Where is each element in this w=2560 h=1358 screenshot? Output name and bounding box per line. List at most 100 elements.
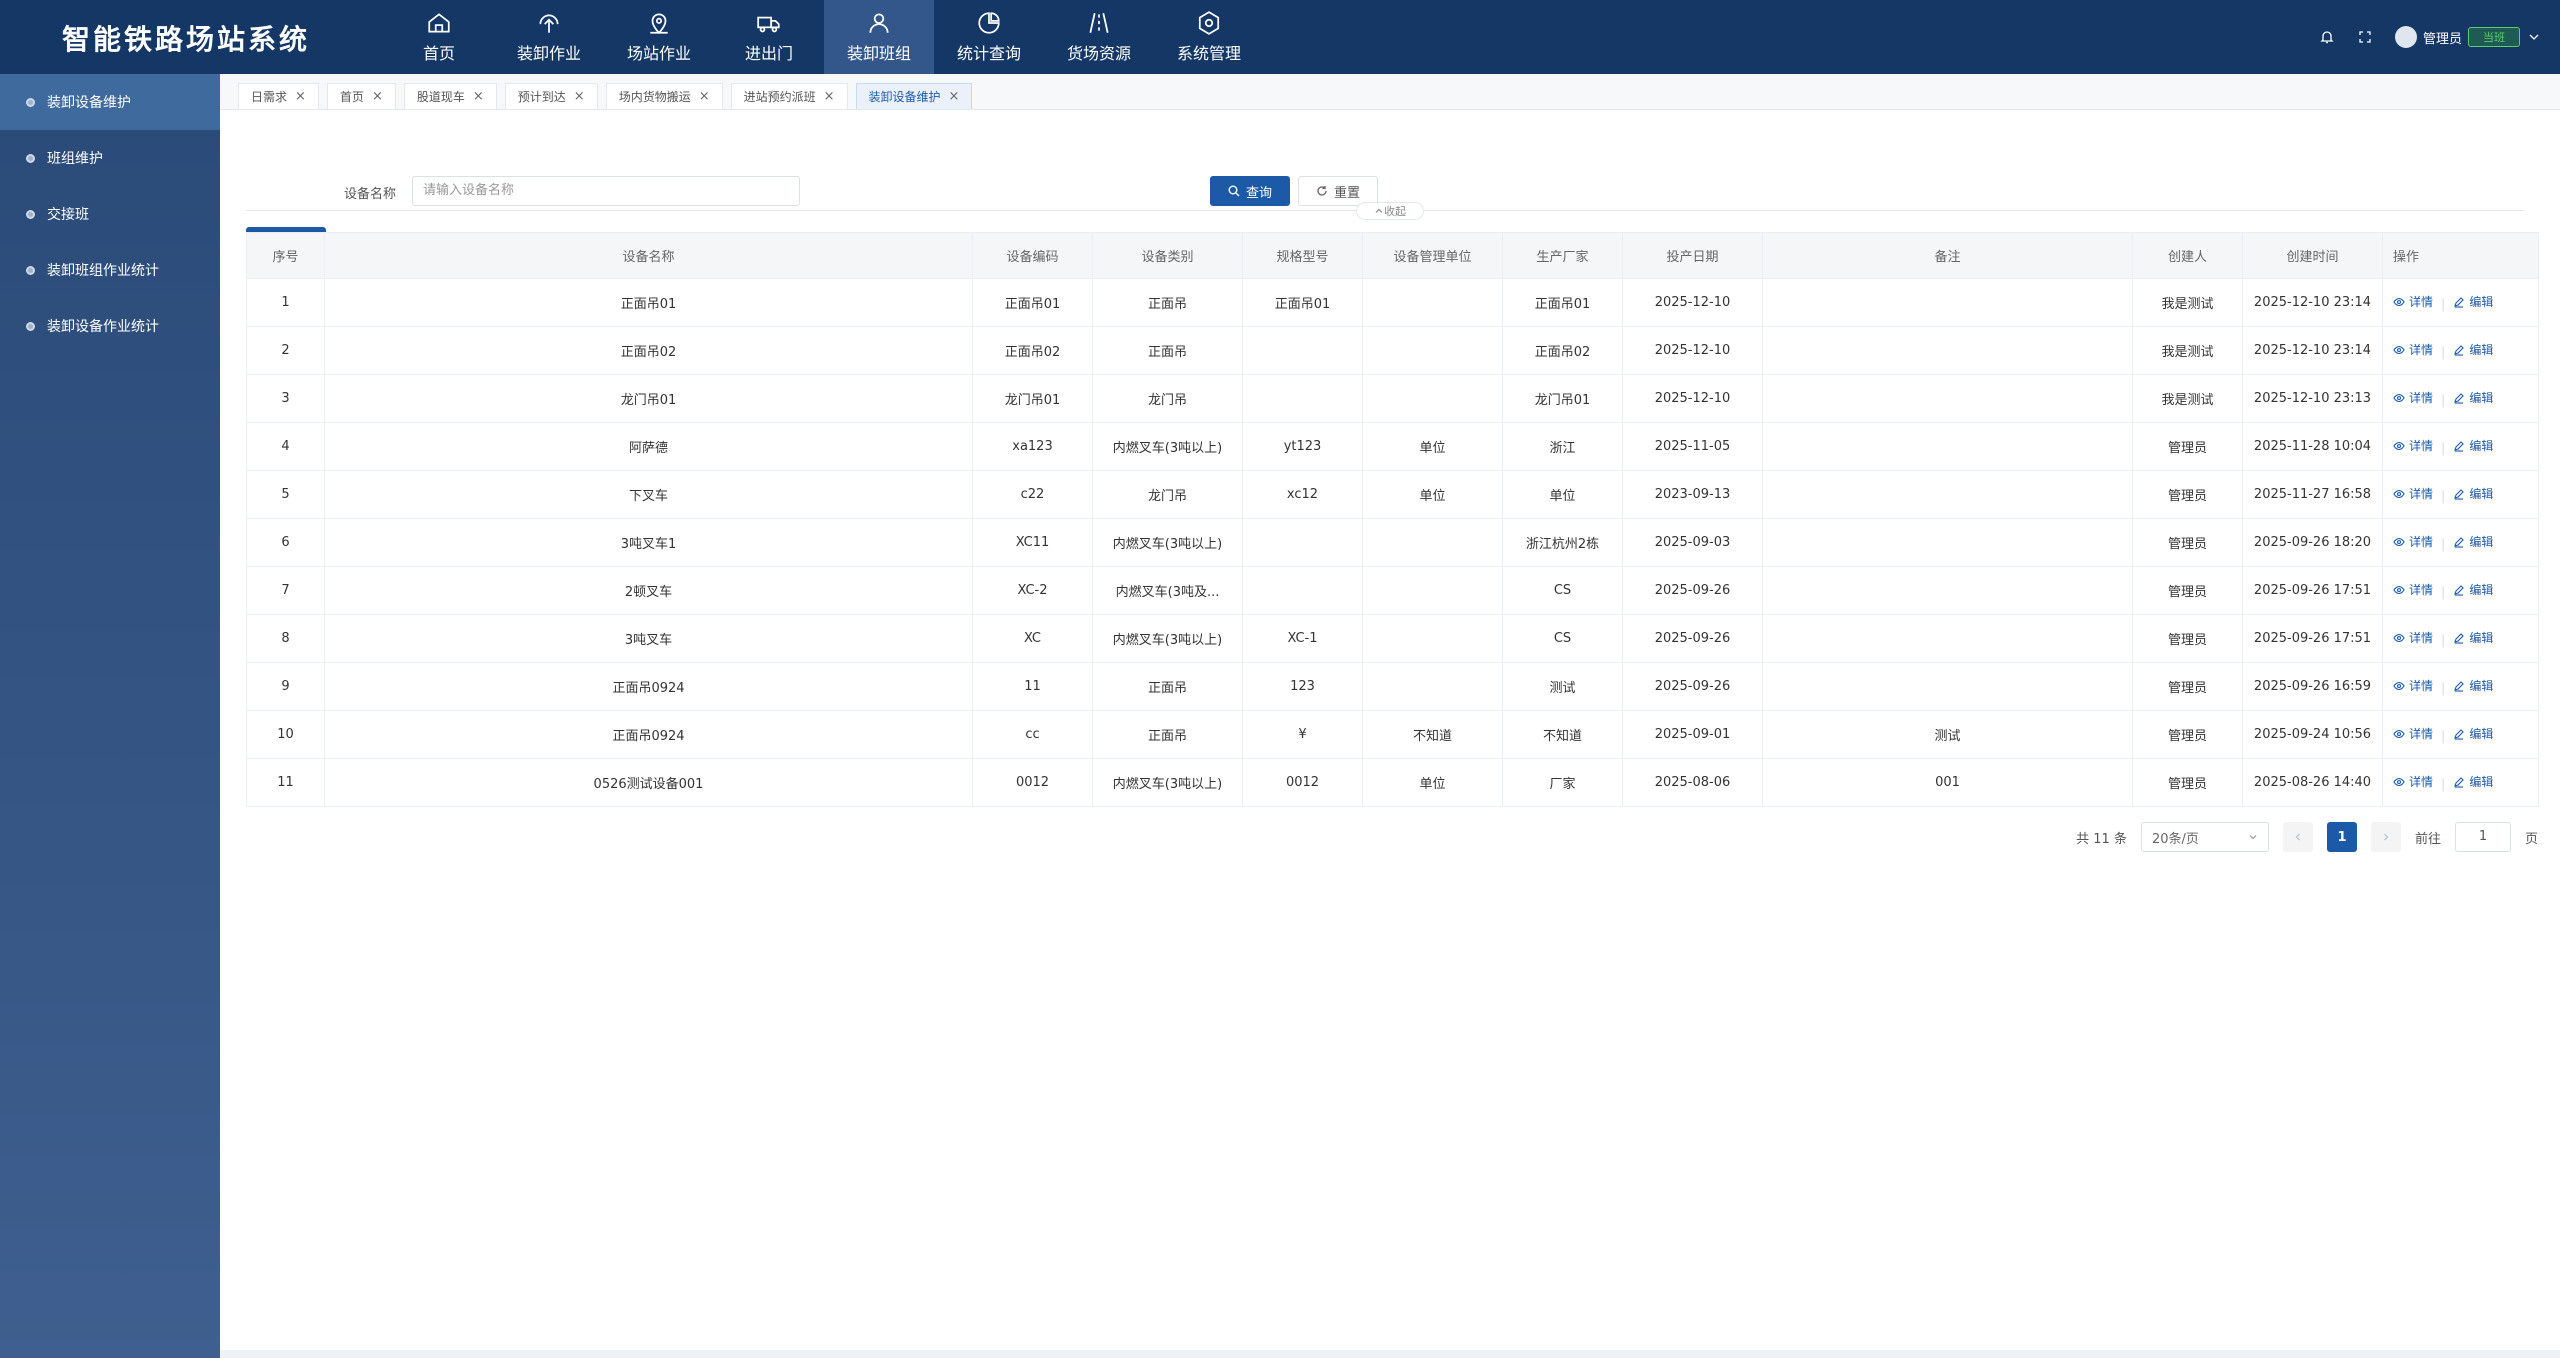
eye-icon [2393, 681, 2405, 690]
detail-link[interactable]: 详情 [2393, 773, 2433, 790]
table-cell [1762, 374, 2133, 423]
tab-label: 首页 [339, 90, 364, 104]
edit-link[interactable]: 编辑 [2453, 773, 2493, 790]
tab-entry-booking[interactable]: 进站预约派班 × [730, 83, 848, 109]
home-icon [428, 13, 450, 33]
search-form: 设备名称 请输入设备名称 查询 重置 收起 + 新增 [220, 110, 2560, 257]
edit-link[interactable]: 编辑 [2453, 485, 2493, 502]
table-cell: 2025-09-26 18:20 [2242, 518, 2383, 567]
close-icon[interactable]: × [472, 89, 484, 104]
close-icon[interactable]: × [371, 89, 383, 104]
edit-link[interactable]: 编辑 [2453, 293, 2493, 310]
detail-link[interactable]: 详情 [2393, 533, 2433, 550]
nav-system[interactable]: 系统管理 [1154, 0, 1264, 74]
goto-page-input[interactable]: 1 [2454, 822, 2511, 852]
edit-label: 编辑 [2469, 775, 2494, 790]
main-content: 日需求 × 首页 × 股道现车 × 预计到达 × 场内货物搬运 × 进站预约派班 × 装卸设… [220, 74, 2560, 1358]
page-size-select[interactable]: 20条/页 [2140, 822, 2269, 852]
detail-label: 详情 [2409, 439, 2434, 454]
table-cell: XC-2 [972, 566, 1093, 615]
close-icon[interactable]: × [573, 89, 585, 104]
actions-cell: 详情 | 编辑 [2382, 374, 2539, 423]
sidebar-item-team-stats[interactable]: 装卸班组作业统计 [0, 242, 220, 298]
detail-link[interactable]: 详情 [2393, 293, 2433, 310]
nav-home[interactable]: 首页 [384, 0, 494, 74]
edit-link[interactable]: 编辑 [2453, 581, 2493, 598]
edit-icon [2454, 392, 2465, 404]
detail-link[interactable]: 详情 [2393, 485, 2433, 502]
divider: | [2441, 392, 2446, 408]
table-cell: XC11 [972, 518, 1093, 567]
detail-link[interactable]: 详情 [2393, 677, 2433, 694]
table-cell: 001 [1762, 758, 2133, 807]
nav-statistics[interactable]: 统计查询 [934, 0, 1044, 74]
equipment-name-input[interactable]: 请输入设备名称 [412, 176, 800, 206]
sidebar-item-label: 装卸设备维护 [47, 95, 131, 111]
tab-cargo-handling[interactable]: 场内货物搬运 × [605, 83, 723, 109]
edit-link[interactable]: 编辑 [2453, 533, 2493, 550]
query-button[interactable]: 查询 [1210, 176, 1290, 206]
reset-button[interactable]: 重置 [1298, 176, 1378, 206]
fullscreen-icon[interactable] [2357, 29, 2373, 45]
detail-link[interactable]: 详情 [2393, 581, 2433, 598]
tab-daily-demand[interactable]: 日需求 × [238, 83, 319, 109]
edit-link[interactable]: 编辑 [2453, 437, 2493, 454]
edit-label: 编辑 [2469, 679, 2494, 694]
nav-teams[interactable]: 装卸班组 [824, 0, 934, 74]
table-cell: 龙门吊 [1092, 374, 1243, 423]
next-page-button[interactable] [2370, 822, 2401, 852]
table-cell [1362, 374, 1503, 423]
tab-expected-arrival[interactable]: 预计到达 × [504, 83, 598, 109]
sidebar-item-equipment-maintenance[interactable]: 装卸设备维护 [0, 74, 220, 130]
table-cell: 2025-08-06 [1622, 758, 1763, 807]
nav-loading-ops[interactable]: 装卸作业 [494, 0, 604, 74]
table-cell: 龙门吊 [1092, 470, 1243, 519]
bullet-icon [26, 209, 35, 219]
upload-icon [539, 14, 559, 33]
table-cell: CS [1502, 566, 1623, 615]
prev-page-button[interactable] [2282, 822, 2313, 852]
table-cell: 2025-08-26 14:40 [2242, 758, 2383, 807]
sidebar-item-equipment-stats[interactable]: 装卸设备作业统计 [0, 298, 220, 354]
detail-link[interactable]: 详情 [2393, 629, 2433, 646]
user-menu[interactable]: 管理员 当班 [2394, 26, 2542, 48]
close-icon[interactable]: × [823, 89, 835, 104]
edit-link[interactable]: 编辑 [2453, 629, 2493, 646]
column-header: 设备管理单位 [1362, 232, 1503, 279]
edit-link[interactable]: 编辑 [2453, 341, 2493, 358]
close-icon[interactable]: × [295, 89, 306, 104]
detail-link[interactable]: 详情 [2393, 389, 2433, 406]
close-icon[interactable]: × [698, 89, 710, 104]
sidebar-item-shift-handover[interactable]: 交接班 [0, 186, 220, 242]
edit-label: 编辑 [2469, 727, 2494, 742]
nav-yard-resources[interactable]: 货场资源 [1044, 0, 1154, 74]
edit-link[interactable]: 编辑 [2453, 677, 2493, 694]
actions-cell: 详情 | 编辑 [2382, 758, 2539, 807]
edit-icon [2454, 488, 2465, 500]
detail-link[interactable]: 详情 [2393, 341, 2433, 358]
page-number[interactable]: 1 [2326, 822, 2357, 852]
nav-station-ops[interactable]: 场站作业 [604, 0, 714, 74]
table-cell: 正面吊01 [324, 278, 973, 327]
sidebar-item-label: 装卸设备作业统计 [47, 319, 159, 335]
bell-icon[interactable] [2319, 29, 2335, 45]
table-cell: 2025-09-26 16:59 [2242, 662, 2383, 711]
edit-link[interactable]: 编辑 [2453, 725, 2493, 742]
tab-equipment-maintenance[interactable]: 装卸设备维护 × [855, 83, 973, 109]
nav-gate[interactable]: 进出门 [714, 0, 824, 74]
tab-home[interactable]: 首页 × [326, 83, 396, 109]
edit-label: 编辑 [2469, 631, 2494, 646]
table-row: 2 正面吊02 正面吊02 正面吊 正面吊02 2025-12-10 我是测试 2025-12… [246, 326, 2539, 375]
collapse-button[interactable]: 收起 [1356, 202, 1424, 220]
nav-label: 货场资源 [1066, 44, 1131, 63]
settings-icon [1198, 11, 1220, 35]
close-icon[interactable]: × [948, 89, 960, 104]
edit-link[interactable]: 编辑 [2453, 389, 2493, 406]
table-cell: 管理员 [2132, 710, 2243, 759]
sidebar-item-team-maintenance[interactable]: 班组维护 [0, 130, 220, 186]
tab-track-cars[interactable]: 股道现车 × [403, 83, 497, 109]
column-header: 投产日期 [1622, 232, 1763, 279]
detail-link[interactable]: 详情 [2393, 725, 2433, 742]
detail-link[interactable]: 详情 [2393, 437, 2433, 454]
detail-label: 详情 [2409, 775, 2434, 790]
